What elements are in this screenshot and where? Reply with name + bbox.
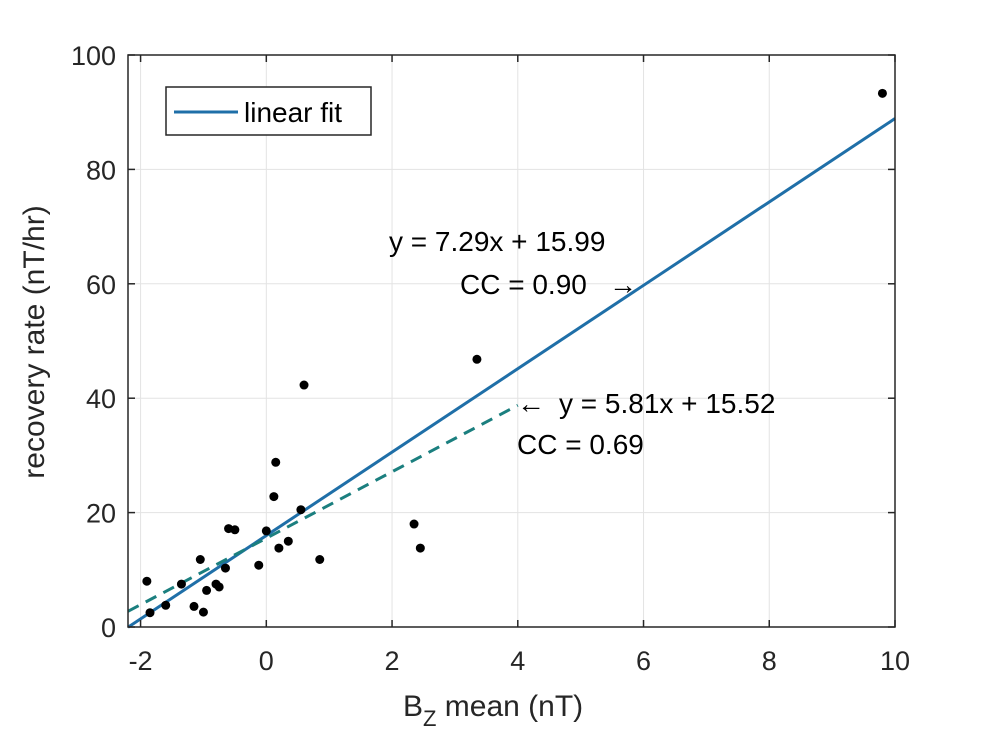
legend: linear fit bbox=[165, 86, 372, 136]
data-point bbox=[269, 492, 279, 502]
x-tick-label: 4 bbox=[510, 646, 525, 676]
y-tick-label: 0 bbox=[101, 613, 116, 643]
y-tick-label: 20 bbox=[86, 499, 116, 529]
x-tick-label: 0 bbox=[259, 646, 274, 676]
data-point bbox=[472, 354, 482, 364]
y-tick-label: 100 bbox=[71, 41, 116, 71]
data-point bbox=[189, 601, 199, 611]
data-point bbox=[161, 600, 171, 610]
annotation-2-equation: y = 5.81x + 15.52 bbox=[559, 388, 775, 419]
data-point bbox=[274, 543, 284, 553]
fit-lines bbox=[127, 117, 896, 629]
data-point bbox=[176, 579, 186, 589]
data-point bbox=[299, 380, 309, 390]
y-tick-label: 60 bbox=[86, 270, 116, 300]
annotation-fit-2: ← y = 5.81x + 15.52 CC = 0.69 bbox=[517, 388, 775, 460]
data-point bbox=[261, 526, 271, 536]
data-point bbox=[409, 519, 419, 529]
data-point bbox=[142, 576, 152, 586]
annotation-2-arrow: ← bbox=[517, 388, 545, 419]
x-tick-label: 6 bbox=[636, 646, 651, 676]
data-point bbox=[877, 88, 887, 98]
data-point bbox=[220, 563, 230, 573]
x-axis-label-subscript: Z bbox=[423, 706, 436, 731]
data-point bbox=[271, 457, 281, 467]
x-axis-label-base: B bbox=[403, 690, 423, 723]
data-point bbox=[145, 608, 155, 618]
annotation-1-arrow: → bbox=[609, 269, 637, 300]
annotation-2-cc: CC = 0.69 bbox=[517, 429, 644, 460]
data-point bbox=[415, 543, 425, 553]
data-point bbox=[315, 555, 325, 565]
grid bbox=[128, 54, 896, 628]
annotation-fit-1: y = 7.29x + 15.99 CC = 0.90 → bbox=[389, 226, 637, 300]
x-axis-label-rest: mean (nT) bbox=[436, 690, 583, 723]
data-point bbox=[283, 536, 293, 546]
data-point bbox=[254, 560, 264, 570]
data-point bbox=[214, 582, 224, 592]
annotation-1-equation: y = 7.29x + 15.99 bbox=[389, 226, 605, 257]
scatter-points bbox=[142, 88, 887, 618]
plot-area-frame bbox=[127, 54, 896, 628]
data-point bbox=[198, 607, 208, 617]
y-tick-label: 40 bbox=[86, 384, 116, 414]
legend-label-linear-fit: linear fit bbox=[244, 97, 342, 128]
x-tick-label: -2 bbox=[129, 646, 153, 676]
data-point bbox=[296, 505, 306, 515]
dashed-fit-line bbox=[127, 403, 519, 613]
x-tick-label: 2 bbox=[385, 646, 400, 676]
x-axis-label: BZ mean (nT) bbox=[403, 690, 583, 731]
y-axis-label: recovery rate (nT/hr) bbox=[18, 205, 51, 478]
y-tick-label: 80 bbox=[86, 155, 116, 185]
x-tick-label: 10 bbox=[880, 646, 910, 676]
data-point bbox=[202, 585, 212, 595]
data-point bbox=[230, 525, 240, 535]
data-point bbox=[195, 555, 205, 565]
x-tick-label: 8 bbox=[762, 646, 777, 676]
annotation-1-cc: CC = 0.90 bbox=[460, 269, 587, 300]
